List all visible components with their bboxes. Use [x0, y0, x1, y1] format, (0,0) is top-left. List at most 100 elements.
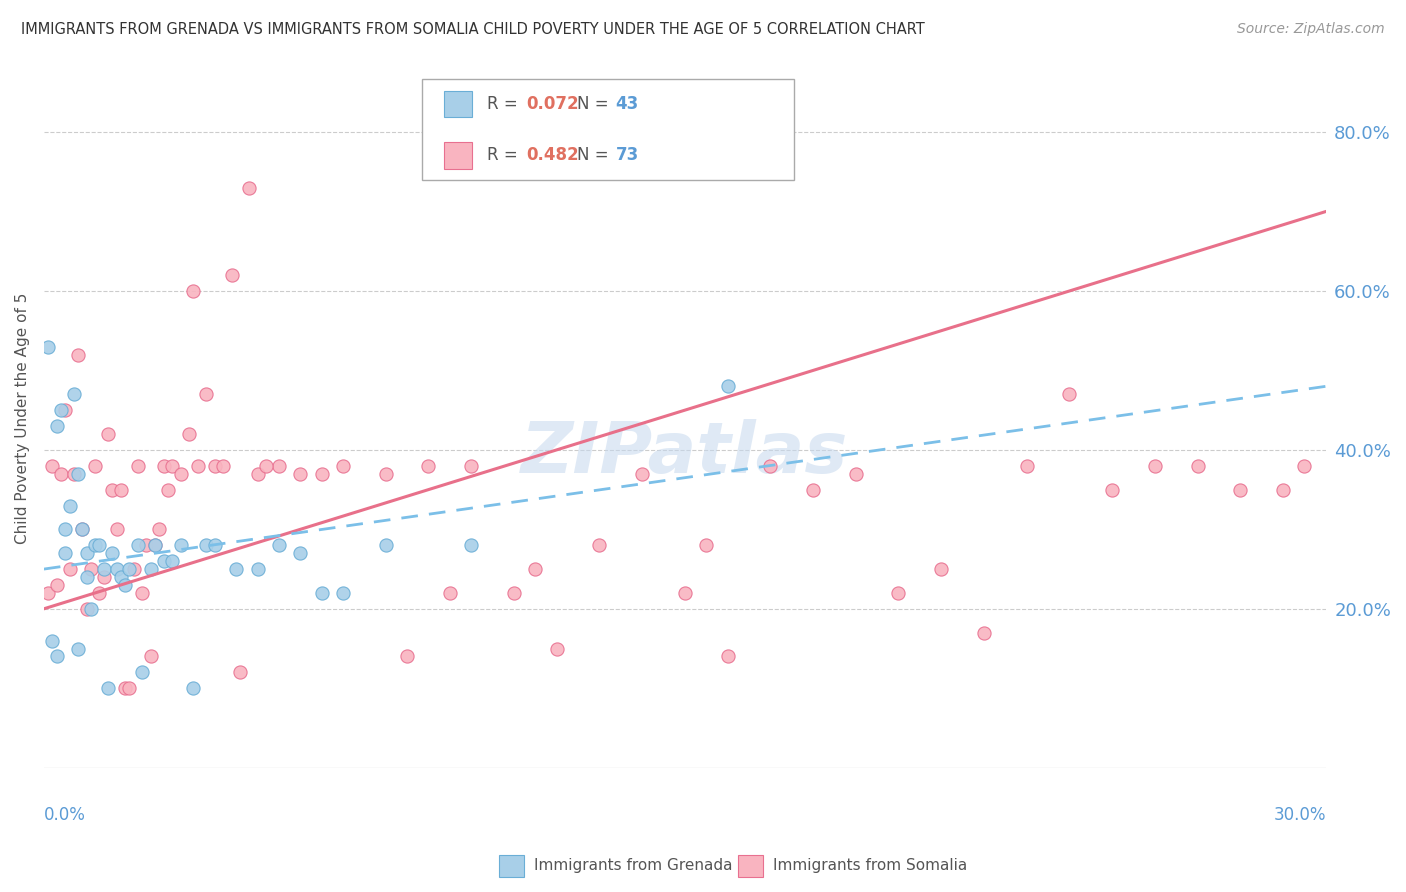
Point [246, 562, 269, 576]
Point [204, 458, 226, 473]
Point [396, 649, 419, 664]
Point [58, 562, 80, 576]
Point [801, 483, 824, 497]
Text: 0.482: 0.482 [526, 146, 578, 164]
Point [84, 458, 107, 473]
Point [101, 483, 124, 497]
Text: Immigrants from Somalia: Immigrants from Somalia [773, 858, 967, 872]
Point [238, 180, 260, 194]
Point [267, 458, 290, 473]
Text: R =: R = [488, 95, 523, 113]
Point [97, 681, 120, 696]
Point [845, 467, 868, 481]
Point [105, 562, 128, 576]
Point [148, 522, 170, 536]
Point [160, 458, 183, 473]
Point [374, 467, 396, 481]
Point [929, 562, 952, 576]
Point [267, 538, 290, 552]
Point [246, 467, 269, 481]
Point [110, 483, 132, 497]
Point [460, 458, 482, 473]
Point [58, 499, 80, 513]
Point [290, 546, 312, 560]
Point [37, 586, 59, 600]
Point [139, 562, 162, 576]
Point [89, 586, 111, 600]
Point [114, 681, 136, 696]
Point [143, 538, 166, 552]
Point [143, 538, 166, 552]
Text: N =: N = [576, 146, 614, 164]
Point [127, 538, 149, 552]
Point [1187, 458, 1209, 473]
Point [67, 641, 90, 656]
Point [290, 467, 312, 481]
Point [45, 649, 67, 664]
Text: IMMIGRANTS FROM GRENADA VS IMMIGRANTS FROM SOMALIA CHILD POVERTY UNDER THE AGE O: IMMIGRANTS FROM GRENADA VS IMMIGRANTS FR… [21, 22, 925, 37]
Point [76, 602, 98, 616]
FancyBboxPatch shape [444, 91, 472, 118]
Point [631, 467, 654, 481]
Point [195, 387, 218, 401]
Point [1229, 483, 1251, 497]
Point [1101, 483, 1123, 497]
Point [374, 538, 396, 552]
Point [93, 562, 115, 576]
Text: 43: 43 [616, 95, 638, 113]
Text: N =: N = [576, 95, 614, 113]
Point [62, 387, 84, 401]
Point [332, 458, 354, 473]
Point [254, 458, 277, 473]
Point [122, 562, 145, 576]
Point [45, 419, 67, 434]
Point [76, 570, 98, 584]
Point [169, 538, 191, 552]
Point [139, 649, 162, 664]
Text: Source: ZipAtlas.com: Source: ZipAtlas.com [1237, 22, 1385, 37]
Point [72, 522, 94, 536]
Point [160, 554, 183, 568]
Point [439, 586, 461, 600]
Point [152, 458, 174, 473]
Point [716, 649, 738, 664]
Point [49, 467, 72, 481]
Point [187, 458, 209, 473]
Point [1272, 483, 1295, 497]
Point [212, 458, 235, 473]
Y-axis label: Child Poverty Under the Age of 5: Child Poverty Under the Age of 5 [15, 293, 30, 544]
Point [62, 467, 84, 481]
Point [546, 641, 568, 656]
Point [80, 602, 103, 616]
Point [127, 458, 149, 473]
Point [53, 403, 76, 417]
Text: 0.072: 0.072 [526, 95, 578, 113]
Point [37, 340, 59, 354]
Point [332, 586, 354, 600]
Point [1294, 458, 1316, 473]
Point [131, 586, 153, 600]
Point [311, 467, 333, 481]
Point [225, 562, 247, 576]
Point [503, 586, 526, 600]
Text: Immigrants from Grenada: Immigrants from Grenada [534, 858, 733, 872]
Point [105, 522, 128, 536]
Point [89, 538, 111, 552]
Point [1143, 458, 1166, 473]
Point [84, 538, 107, 552]
Point [53, 546, 76, 560]
Point [118, 562, 141, 576]
Point [973, 625, 995, 640]
Point [759, 458, 782, 473]
Point [204, 538, 226, 552]
Text: ZIPatlas: ZIPatlas [522, 418, 849, 488]
Point [114, 578, 136, 592]
Point [67, 467, 90, 481]
Point [183, 681, 205, 696]
Point [131, 665, 153, 680]
Point [45, 578, 67, 592]
Point [887, 586, 910, 600]
Text: 0.0%: 0.0% [44, 806, 86, 824]
Point [418, 458, 440, 473]
Point [80, 562, 103, 576]
